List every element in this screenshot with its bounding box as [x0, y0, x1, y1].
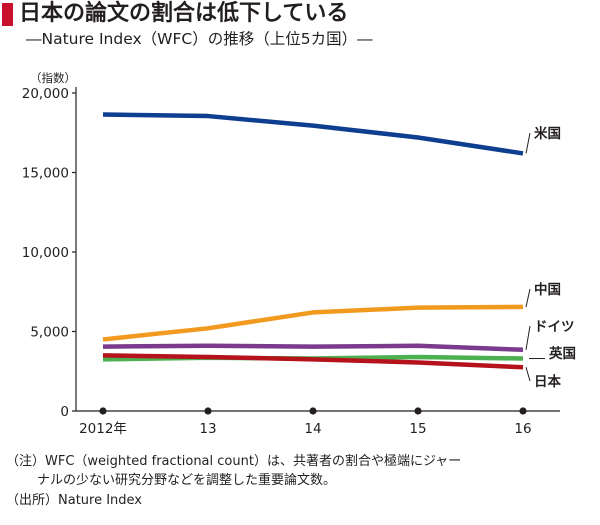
chart-title: 日本の論文の割合は低下している [19, 1, 349, 26]
series-label-米国: 米国 [534, 125, 561, 142]
leader-line-日本 [525, 367, 531, 382]
note-line-2: ナルの少ない研究分野などを調整した重要論文数。 [37, 473, 337, 488]
x-tick-dot [99, 407, 107, 415]
series-line-ドイツ [102, 343, 524, 353]
title-row: 日本の論文の割合は低下している [0, 0, 600, 30]
x-tick-dot [204, 407, 212, 415]
series-label-英国: 英国 [548, 345, 576, 362]
x-tick-dot [309, 407, 317, 415]
series-line-中国 [102, 304, 524, 342]
y-tick-label: 10,000 [22, 245, 69, 261]
x-tick-label: 14 [304, 421, 321, 437]
x-tick-label: 13 [199, 421, 216, 437]
note-line-1: （注）WFC（weighted fractional count）は、共著者の割… [6, 454, 462, 469]
y-tick-label: 15,000 [22, 166, 69, 182]
series-label-日本: 日本 [534, 373, 562, 390]
y-axis-unit-label: （指数） [30, 71, 76, 85]
chart-subtitle: ―Nature Index（WFC）の推移（上位5カ国）― [26, 30, 373, 48]
x-tick-dot [519, 407, 527, 415]
source-note: （出所）Nature Index [6, 493, 143, 508]
series-line-米国 [102, 112, 524, 156]
x-tick-label: 2012年 [79, 421, 127, 437]
chart-axes: （指数） 0 5,000 10,000 15,000 20,000 2012年 13 14 15 1… [22, 71, 560, 437]
series-line-日本 [102, 353, 524, 370]
series-lines [102, 112, 524, 370]
y-tick-label: 20,000 [22, 86, 69, 102]
leader-line-米国 [525, 132, 531, 154]
leader-line-中国 [525, 288, 531, 307]
series-label-中国: 中国 [534, 281, 561, 298]
x-tick-label: 15 [409, 421, 426, 437]
series-label-ドイツ: ドイツ [534, 319, 575, 335]
x-tick-label: 16 [514, 421, 531, 437]
x-tick-dot [414, 407, 422, 415]
y-tick-label: 5,000 [30, 325, 69, 341]
y-tick-label: 0 [60, 404, 69, 420]
title-accent-bar [2, 3, 13, 26]
leader-line-ドイツ [525, 325, 531, 350]
